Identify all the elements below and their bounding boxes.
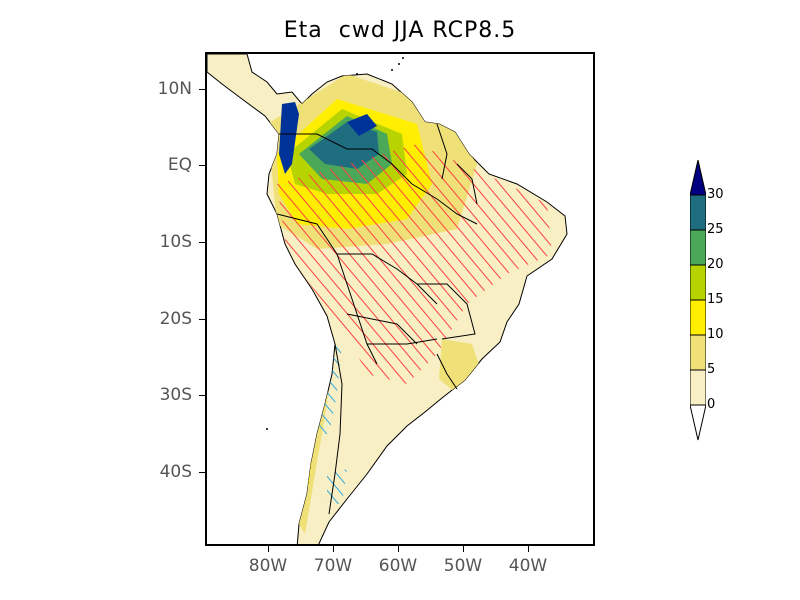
tick-lon-80w	[268, 546, 269, 552]
lat-label-20s: 20S	[159, 309, 192, 329]
tick-lat-40s	[199, 472, 205, 473]
map-svg	[207, 54, 568, 544]
tick-lon-60w	[398, 546, 399, 552]
tick-lat-30s	[199, 395, 205, 396]
tick-lon-70w	[333, 546, 334, 552]
map-title: Eta cwd JJA RCP8.5	[283, 18, 517, 43]
colorbar-swatches	[690, 160, 706, 441]
colorbar-label-15: 15	[707, 292, 724, 307]
colorbar-swatch-5-10	[690, 334, 706, 371]
lat-label-30s: 30S	[159, 385, 192, 405]
lat-label-40s: 40S	[159, 462, 192, 482]
lon-label-70w: 70W	[313, 556, 353, 576]
colorbar-top-arrow	[690, 160, 706, 196]
lat-label-10s: 10S	[159, 232, 192, 252]
colorbar-swatch-10-15	[690, 299, 706, 336]
tick-lat-eq	[199, 165, 205, 166]
tick-lon-50w	[463, 546, 464, 552]
lon-label-80w: 80W	[248, 556, 288, 576]
island-marks	[266, 57, 404, 430]
shade-over-30-b	[347, 114, 377, 136]
colorbar: 30 25 20 15 10 5 0	[690, 160, 770, 450]
lat-label-eq: EQ	[167, 155, 192, 175]
tick-lat-10s	[199, 242, 205, 243]
hatch-positive-north	[277, 144, 552, 384]
colorbar-swatch-0-5	[690, 369, 706, 406]
tick-lon-40w	[528, 546, 529, 552]
colorbar-swatch-15-20	[690, 264, 706, 301]
lon-label-50w: 50W	[443, 556, 483, 576]
lat-label-10n: 10N	[157, 79, 192, 99]
colorbar-label-0: 0	[707, 397, 716, 412]
colorbar-label-20: 20	[707, 257, 724, 272]
tick-lat-20s	[199, 319, 205, 320]
colorbar-label-25: 25	[707, 222, 724, 237]
colorbar-label-5: 5	[707, 362, 716, 377]
colorbar-label-10: 10	[707, 327, 724, 342]
shade-over-30	[279, 102, 299, 174]
tick-lat-10n	[199, 89, 205, 90]
lon-label-60w: 60W	[378, 556, 418, 576]
map-panel	[205, 52, 595, 546]
colorbar-swatch-25-30	[690, 194, 706, 231]
country-borders	[276, 123, 478, 515]
lon-label-40w: 40W	[508, 556, 548, 576]
colorbar-swatch-20-25	[690, 229, 706, 266]
colorbar-bottom-arrow	[690, 404, 706, 441]
colorbar-label-30: 30	[707, 187, 724, 202]
